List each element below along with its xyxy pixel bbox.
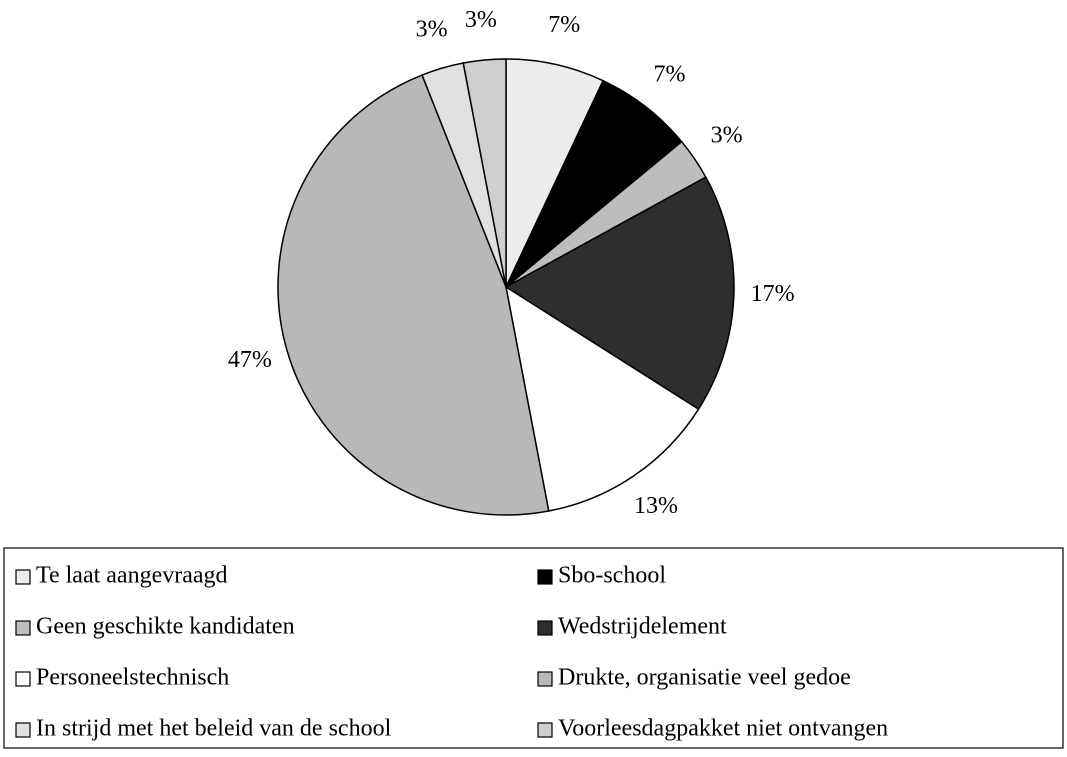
- legend-label: Geen geschikte kandidaten: [36, 614, 295, 640]
- legend-label: Drukte, organisatie veel gedoe: [558, 665, 851, 691]
- data-label: 3%: [465, 7, 497, 33]
- pie-slice: [504, 285, 700, 512]
- legend-label: Sbo-school: [558, 563, 666, 589]
- legend-swatch: [15, 671, 31, 687]
- pie-slice: [462, 58, 507, 288]
- legend-label: Personeelstechnisch: [36, 665, 229, 691]
- data-label: 47%: [228, 347, 272, 373]
- legend-swatch: [537, 569, 553, 585]
- legend-swatch: [537, 671, 553, 687]
- pie-slice: [504, 176, 735, 411]
- legend-label: In strijd met het beleid van de school: [36, 716, 392, 742]
- legend-swatch: [15, 620, 31, 636]
- legend-swatch: [537, 620, 553, 636]
- data-label: 3%: [416, 16, 448, 42]
- data-label: 13%: [634, 493, 678, 519]
- data-label: 7%: [548, 12, 580, 38]
- legend-swatch: [15, 569, 31, 585]
- legend-swatch: [537, 722, 553, 738]
- pie-slice: [277, 74, 550, 516]
- legend-label: Te laat aangevraagd: [36, 563, 228, 589]
- legend-label: Voorleesdagpakket niet ontvangen: [558, 716, 888, 742]
- data-label: 3%: [711, 123, 743, 149]
- legend-box: [3, 547, 1064, 749]
- data-label: 17%: [751, 281, 795, 307]
- data-label: 7%: [653, 62, 685, 88]
- legend-label: Wedstrijdelement: [558, 614, 727, 640]
- legend-swatch: [15, 722, 31, 738]
